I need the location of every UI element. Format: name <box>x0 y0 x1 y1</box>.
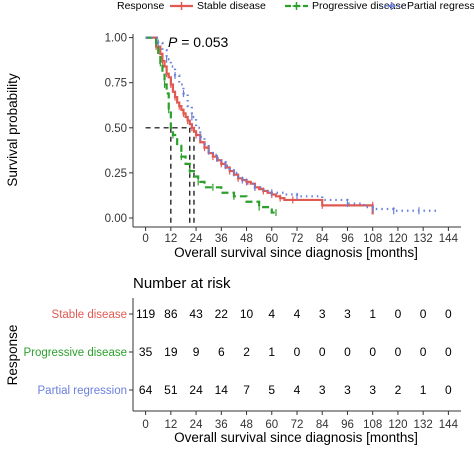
x-tick-label: 48 <box>240 233 253 245</box>
legend-label-partial: Partial regressi <box>407 0 474 12</box>
x-tick-label: 144 <box>439 233 459 245</box>
x-tick-label: 72 <box>291 233 304 245</box>
risk-cell: 4 <box>294 307 301 321</box>
risk-x-tick-label: 24 <box>190 419 203 431</box>
risk-cell: 86 <box>164 307 178 321</box>
legend-key-partial <box>380 2 403 10</box>
risk-cell: 0 <box>420 307 427 321</box>
x-tick-label: 132 <box>414 233 433 245</box>
risk-cell: 0 <box>445 307 452 321</box>
risk-cell: 9 <box>193 345 200 359</box>
risk-cell: 3 <box>344 307 351 321</box>
risk-cell: 3 <box>369 383 376 397</box>
y-tick-label: 1.00 <box>105 33 127 45</box>
risk-cell: 35 <box>139 345 153 359</box>
risk-table-rows: Stable disease 119 86 43 22 10 4 4 3 3 1 0 0 0Progres… <box>23 307 452 397</box>
x-tick-label: 60 <box>265 233 278 245</box>
x-tick-label: 84 <box>316 233 329 245</box>
risk-cell: 5 <box>268 383 275 397</box>
risk-table-y-title: Response <box>5 325 20 386</box>
risk-x-tick-label: 120 <box>388 419 407 431</box>
risk-x-tick-label: 36 <box>215 419 228 431</box>
risk-x-tick-label: 84 <box>316 419 329 431</box>
x-tick-label: 120 <box>388 233 407 245</box>
risk-table: Number at risk Response Stable disease 11… <box>5 275 461 445</box>
y-axis-title: Survival probability <box>5 73 20 187</box>
risk-cell: 43 <box>189 307 203 321</box>
risk-cell: 3 <box>319 307 326 321</box>
legend-label-progressive: Progressive disease <box>312 0 407 12</box>
risk-cell: 0 <box>395 345 402 359</box>
risk-cell: 3 <box>319 383 326 397</box>
risk-cell: 0 <box>369 345 376 359</box>
risk-cell: 7 <box>243 383 250 397</box>
risk-cell: 0 <box>344 345 351 359</box>
risk-cell: 0 <box>294 345 301 359</box>
legend-key-stable <box>170 2 193 10</box>
x-axis-ticks: 0 12 24 36 48 60 72 84 96 108 120 132 144 <box>142 227 459 245</box>
risk-x-tick-label: 132 <box>414 419 433 431</box>
y-tick-label: 0.25 <box>105 168 127 180</box>
y-tick-label: 0.50 <box>105 123 127 135</box>
risk-cell: 6 <box>218 345 225 359</box>
x-tick-label: 0 <box>142 233 148 245</box>
risk-x-tick-label: 72 <box>291 419 304 431</box>
risk-x-tick-label: 108 <box>363 419 382 431</box>
x-tick-label: 96 <box>341 233 354 245</box>
risk-cell: 2 <box>395 383 402 397</box>
risk-cell: 14 <box>215 383 229 397</box>
risk-cell: 0 <box>420 345 427 359</box>
risk-row-label: Stable disease <box>52 309 127 321</box>
risk-cell: 1 <box>268 345 275 359</box>
risk-cell: 0 <box>445 345 452 359</box>
p-value-text: = 0.053 <box>177 34 228 50</box>
p-value-annotation: P = 0.053 <box>168 34 229 50</box>
risk-cell: 0 <box>319 345 326 359</box>
risk-table-title: Number at risk <box>133 275 231 292</box>
risk-x-axis-title: Overall survival since diagnosis [months… <box>174 430 418 445</box>
risk-cell: 1 <box>369 307 376 321</box>
legend-label-stable: Stable disease <box>197 0 266 12</box>
risk-cell: 19 <box>164 345 178 359</box>
risk-x-tick-label: 60 <box>265 419 278 431</box>
risk-cell: 3 <box>344 383 351 397</box>
x-tick-label: 12 <box>164 233 177 245</box>
y-tick-label: 0.00 <box>105 213 127 225</box>
survival-curves <box>145 36 440 217</box>
risk-x-tick-label: 0 <box>142 419 148 431</box>
risk-table-x-ticks: 0 12 24 36 48 60 72 84 96 108 120 132 144 <box>142 411 459 431</box>
risk-x-tick-label: 144 <box>439 419 459 431</box>
risk-x-tick-label: 12 <box>164 419 177 431</box>
risk-cell: 51 <box>164 383 178 397</box>
legend: Response Stable disease Progressive dise… <box>117 0 474 12</box>
survival-curve-1 <box>145 36 374 215</box>
risk-cell: 119 <box>136 307 155 321</box>
risk-row-label: Partial regression <box>38 385 127 397</box>
y-axis-ticks: 0.00 0.25 0.50 0.75 1.00 <box>105 33 133 225</box>
risk-cell: 4 <box>294 383 301 397</box>
risk-cell: 0 <box>445 383 452 397</box>
km-plot: Survival probability 0.00 0.25 0.50 0.75 1.0… <box>5 33 461 260</box>
risk-cell: 0 <box>395 307 402 321</box>
risk-cell: 1 <box>420 383 427 397</box>
median-reference-lines <box>145 127 195 227</box>
risk-row-label: Progressive disease <box>23 347 127 359</box>
risk-cell: 4 <box>268 307 275 321</box>
risk-cell: 64 <box>139 383 153 397</box>
risk-x-tick-label: 48 <box>240 419 253 431</box>
p-value-label: P <box>168 34 178 50</box>
risk-cell: 24 <box>189 383 203 397</box>
x-tick-label: 108 <box>363 233 382 245</box>
risk-cell: 10 <box>240 307 254 321</box>
x-tick-label: 36 <box>215 233 228 245</box>
legend-title: Response <box>117 0 164 12</box>
legend-key-progressive <box>285 2 308 10</box>
risk-cell: 22 <box>215 307 229 321</box>
x-tick-label: 24 <box>190 233 203 245</box>
risk-x-tick-label: 96 <box>341 419 354 431</box>
x-axis-title: Overall survival since diagnosis [months… <box>174 245 418 260</box>
risk-cell: 2 <box>243 345 250 359</box>
y-tick-label: 0.75 <box>105 78 127 90</box>
